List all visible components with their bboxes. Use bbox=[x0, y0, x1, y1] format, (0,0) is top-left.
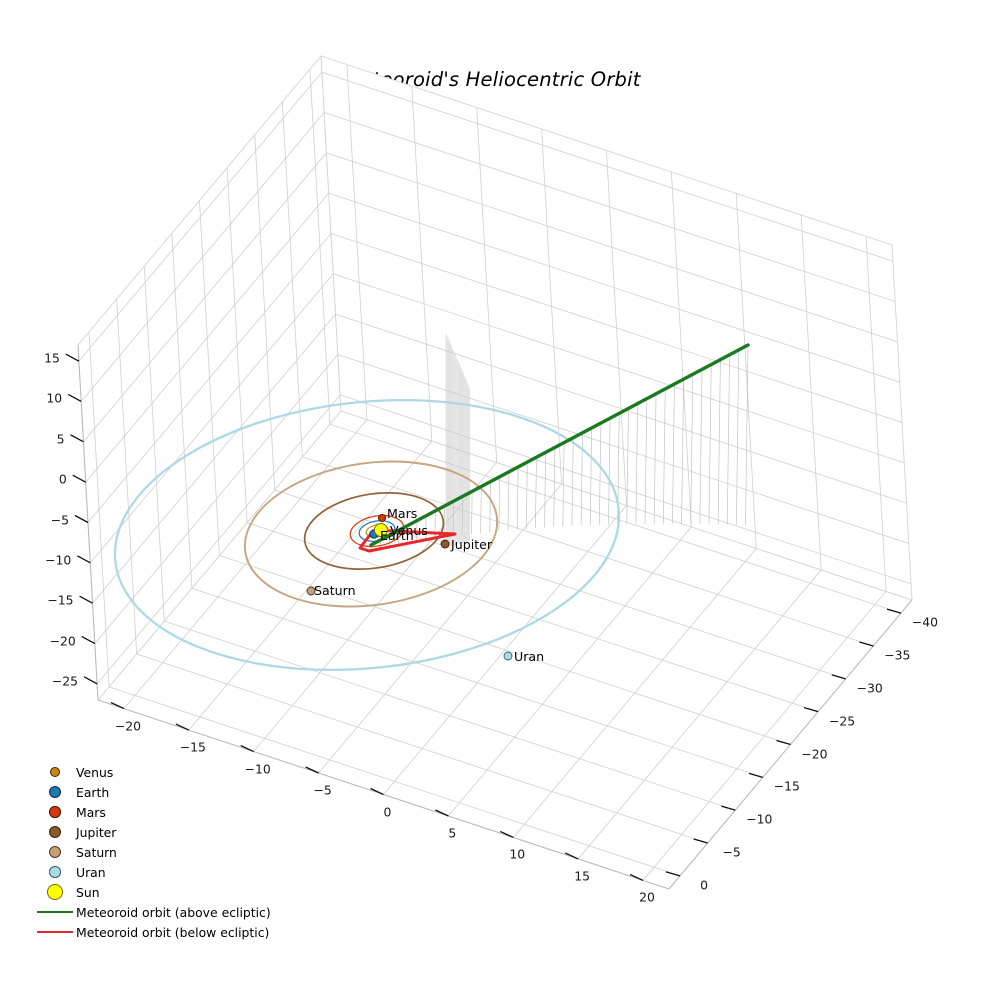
y-tick-label-2: −10 bbox=[746, 811, 773, 827]
z-tick-label-6: −15 bbox=[47, 592, 74, 608]
legend-marker-icon-jupiter bbox=[34, 825, 76, 839]
x-tick-label-6: 10 bbox=[509, 846, 526, 862]
y-tick-label-7: −35 bbox=[884, 647, 911, 663]
dot-icon bbox=[49, 766, 61, 778]
x-tick-label-5: 5 bbox=[448, 825, 457, 841]
y-tick-label-5: −25 bbox=[829, 713, 856, 729]
page-title: Meteoroid's Heliocentric Orbit bbox=[343, 68, 641, 91]
meteoroid-red-line bbox=[358, 528, 457, 553]
dot-icon bbox=[46, 883, 64, 901]
dot-icon bbox=[48, 825, 62, 839]
legend-row-sun[interactable]: Sun bbox=[34, 882, 271, 902]
y-tick-label-1: −5 bbox=[722, 844, 741, 860]
legend-marker-icon-saturn bbox=[34, 845, 76, 859]
body-label-jupiter: Jupiter bbox=[451, 537, 493, 552]
x-tick-label-8: 20 bbox=[639, 889, 655, 905]
body-label-venus: Venus bbox=[390, 523, 428, 538]
body-label-saturn: Saturn bbox=[314, 583, 356, 598]
legend-line-icon bbox=[34, 910, 76, 914]
legend-line-icon bbox=[34, 930, 76, 934]
legend-marker-icon-sun bbox=[34, 883, 76, 901]
body-label-earth: Earth bbox=[380, 528, 414, 543]
legend-marker-icon-mars bbox=[34, 806, 76, 818]
y-tick-label-6: −30 bbox=[856, 680, 883, 696]
body-label-mars: Mars bbox=[387, 506, 418, 521]
x-tick-label-0: −20 bbox=[114, 718, 142, 734]
dot-icon bbox=[49, 866, 61, 878]
z-tick-label-4: −5 bbox=[50, 512, 69, 527]
planet-orbits-group bbox=[113, 398, 621, 672]
legend-label: Saturn bbox=[76, 844, 117, 860]
legend-label: Sun bbox=[76, 884, 100, 900]
z-tick-label-5: −10 bbox=[45, 552, 72, 568]
legend[interactable]: Venus Earth Mars Jupiter Saturn Uran Sun Meteor… bbox=[34, 762, 271, 942]
body-label-uran: Uran bbox=[514, 649, 545, 664]
meteoroid-above-ecliptic-path bbox=[369, 343, 750, 547]
legend-row-jupiter[interactable]: Jupiter bbox=[34, 822, 271, 842]
z-tick-label-1: 10 bbox=[46, 390, 63, 406]
y-tick-label-4: −20 bbox=[801, 746, 828, 761]
body-marker-sun[interactable] bbox=[374, 523, 388, 537]
x-tick-label-1: −15 bbox=[179, 739, 206, 755]
legend-marker-icon-venus bbox=[34, 766, 76, 778]
z-tick-label-3: 0 bbox=[58, 471, 67, 487]
line-icon bbox=[37, 910, 73, 914]
x-tick-label-7: 15 bbox=[574, 868, 591, 884]
droplines-group bbox=[370, 333, 749, 555]
legend-marker-icon-uran bbox=[34, 866, 76, 878]
meteoroid-green-line bbox=[369, 343, 750, 547]
legend-marker-icon-earth bbox=[34, 785, 76, 799]
body-marker-mars[interactable] bbox=[377, 513, 387, 523]
legend-label: Venus bbox=[76, 764, 114, 780]
dot-icon bbox=[48, 785, 62, 799]
x-tick-label-2: −10 bbox=[244, 761, 271, 777]
legend-row-venus[interactable]: Venus bbox=[34, 762, 271, 782]
y-tick-label-3: −15 bbox=[773, 778, 800, 794]
z-tick-label-2: 5 bbox=[56, 431, 65, 447]
legend-row-earth[interactable]: Earth bbox=[34, 782, 271, 802]
legend-label: Uran bbox=[76, 864, 106, 880]
legend-row-mars[interactable]: Mars bbox=[34, 802, 271, 822]
legend-row-meteoroid-orbit-below-ecliptic[interactable]: Meteoroid orbit (below ecliptic) bbox=[34, 922, 271, 942]
y-tick-label-8: −40 bbox=[911, 614, 939, 630]
z-tick-label-0: 15 bbox=[44, 350, 60, 366]
legend-label: Mars bbox=[76, 804, 106, 820]
legend-row-saturn[interactable]: Saturn bbox=[34, 842, 271, 862]
z-tick-label-7: −20 bbox=[49, 633, 76, 649]
legend-label: Meteoroid orbit (below ecliptic) bbox=[76, 924, 270, 940]
orbit-jupiter bbox=[303, 492, 445, 570]
axis-tick-marks-group bbox=[65, 353, 902, 881]
body-marker-uran[interactable] bbox=[503, 651, 513, 661]
legend-row-uran[interactable]: Uran bbox=[34, 862, 271, 882]
orbit-uran bbox=[113, 398, 621, 672]
orbit-saturn bbox=[243, 460, 499, 608]
dot-icon bbox=[48, 845, 62, 859]
planet-markers-group bbox=[306, 513, 513, 661]
line-icon bbox=[37, 930, 73, 934]
body-marker-saturn[interactable] bbox=[306, 586, 316, 596]
z-tick-label-8: −25 bbox=[51, 673, 79, 689]
body-marker-jupiter[interactable] bbox=[440, 539, 450, 549]
x-tick-label-3: −5 bbox=[313, 782, 332, 798]
legend-label: Earth bbox=[76, 784, 110, 800]
dot-icon bbox=[49, 806, 61, 818]
legend-label: Jupiter bbox=[76, 824, 117, 840]
y-tick-label-0: 0 bbox=[700, 877, 708, 893]
x-tick-label-4: 0 bbox=[383, 804, 392, 819]
legend-label: Meteoroid orbit (above ecliptic) bbox=[76, 904, 271, 920]
meteoroid-below-ecliptic-path bbox=[358, 528, 457, 553]
axes-panes-group bbox=[77, 54, 913, 890]
legend-row-meteoroid-orbit-above-ecliptic[interactable]: Meteoroid orbit (above ecliptic) bbox=[34, 902, 271, 922]
